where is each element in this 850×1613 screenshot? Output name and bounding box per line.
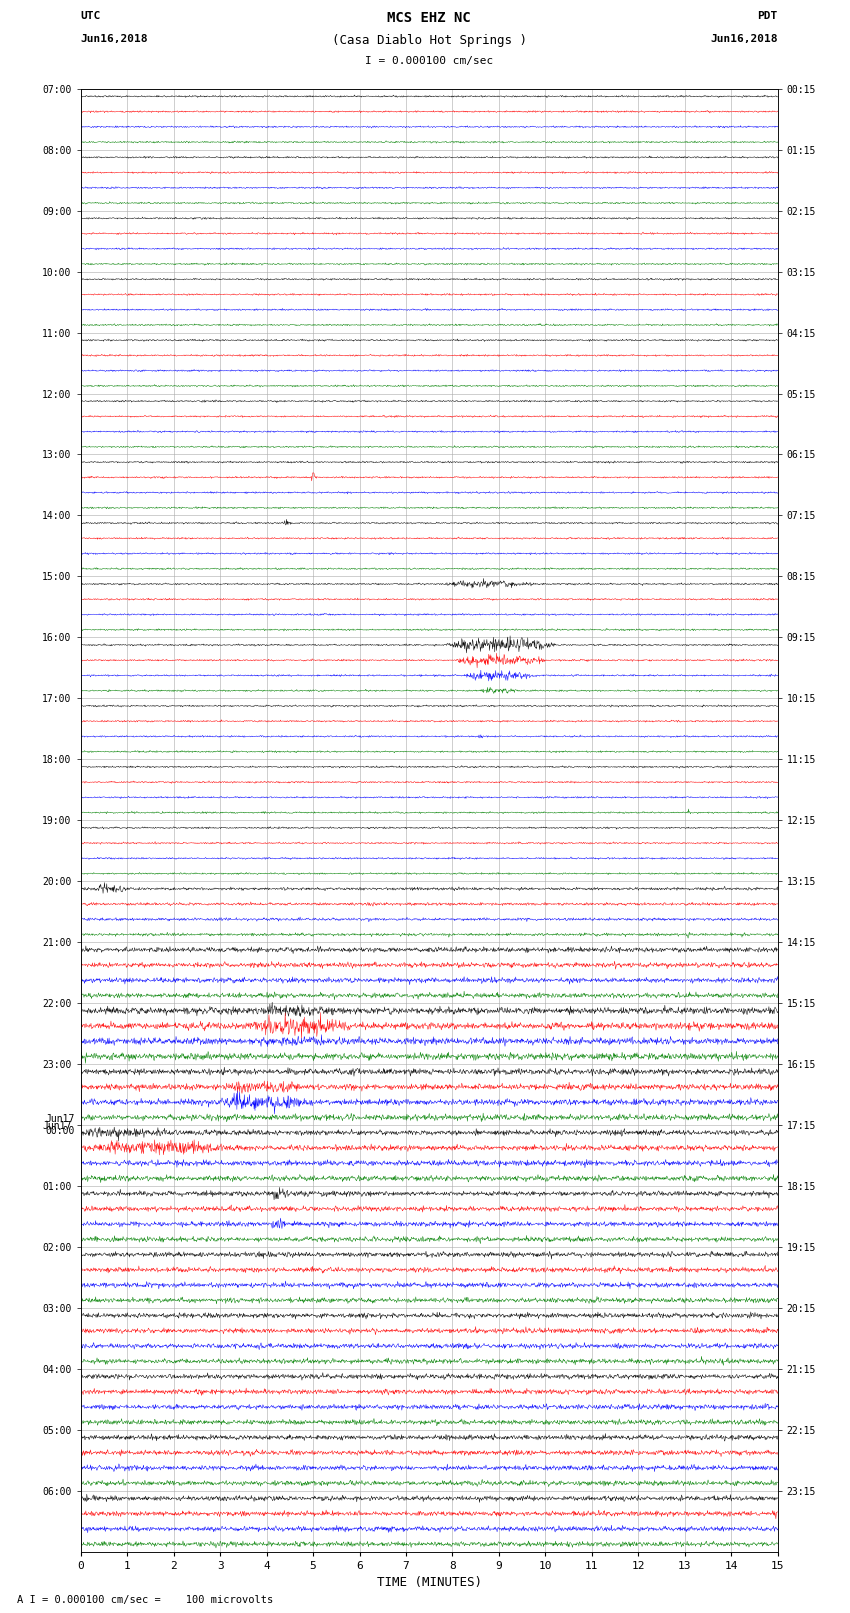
Text: Jun17
00:00: Jun17 00:00 xyxy=(46,1115,75,1136)
Text: Jun16,2018: Jun16,2018 xyxy=(81,34,148,44)
Text: (Casa Diablo Hot Springs ): (Casa Diablo Hot Springs ) xyxy=(332,34,527,47)
Text: MCS EHZ NC: MCS EHZ NC xyxy=(388,11,471,26)
Text: PDT: PDT xyxy=(757,11,778,21)
X-axis label: TIME (MINUTES): TIME (MINUTES) xyxy=(377,1576,482,1589)
Text: Jun16,2018: Jun16,2018 xyxy=(711,34,778,44)
Text: A I = 0.000100 cm/sec =    100 microvolts: A I = 0.000100 cm/sec = 100 microvolts xyxy=(17,1595,273,1605)
Text: UTC: UTC xyxy=(81,11,101,21)
Text: I = 0.000100 cm/sec: I = 0.000100 cm/sec xyxy=(366,56,493,66)
